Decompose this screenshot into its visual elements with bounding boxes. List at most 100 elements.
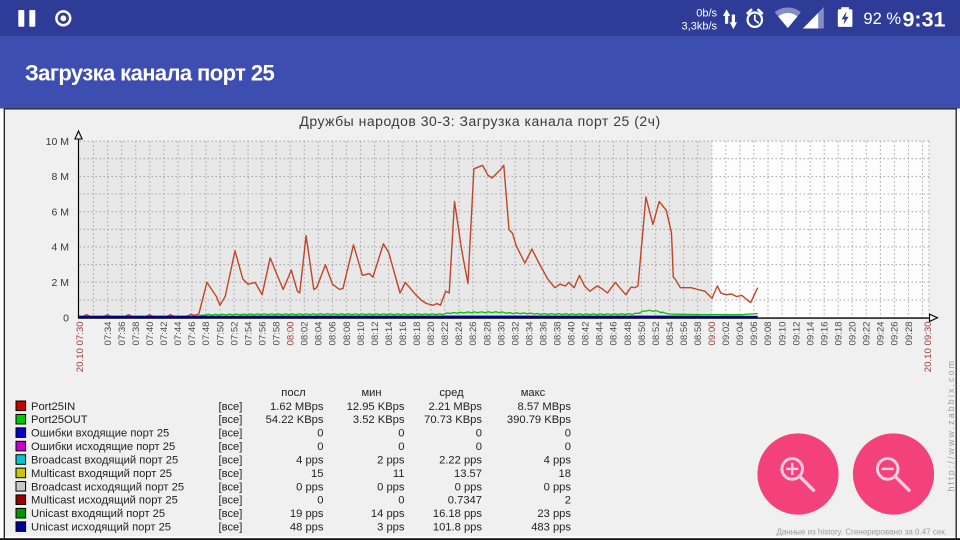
svg-text:0: 0 <box>317 428 323 440</box>
svg-text:Загрузка канала порт 25: Загрузка канала порт 25 <box>25 61 274 86</box>
svg-text:07:36: 07:36 <box>117 322 128 346</box>
svg-text:[все]: [все] <box>219 441 243 453</box>
svg-text:[все]: [все] <box>219 508 243 520</box>
svg-text:15: 15 <box>311 468 323 480</box>
svg-text:07:58: 07:58 <box>272 322 283 346</box>
svg-text:09:20: 09:20 <box>848 322 859 346</box>
svg-text:101.8 pps: 101.8 pps <box>433 522 483 534</box>
svg-text:07:40: 07:40 <box>145 322 156 346</box>
svg-text:8 M: 8 M <box>51 171 69 183</box>
svg-text:09:12: 09:12 <box>791 322 802 346</box>
svg-text:70.73 KBps: 70.73 KBps <box>424 414 482 426</box>
svg-text:08:26: 08:26 <box>468 322 479 346</box>
svg-text:08:50: 08:50 <box>637 322 648 346</box>
svg-text:2: 2 <box>565 495 571 507</box>
svg-text:08:40: 08:40 <box>567 322 578 346</box>
svg-text:07:52: 07:52 <box>229 322 240 346</box>
svg-text:07:48: 07:48 <box>201 322 212 346</box>
svg-text:0: 0 <box>476 441 482 453</box>
svg-text:0: 0 <box>565 428 571 440</box>
svg-text:09:24: 09:24 <box>876 321 887 346</box>
svg-text:[все]: [все] <box>219 495 243 507</box>
svg-text:6 M: 6 M <box>51 207 69 219</box>
svg-text:1.62 MBps: 1.62 MBps <box>270 401 324 413</box>
svg-text:07:42: 07:42 <box>159 322 170 346</box>
svg-text:08:22: 08:22 <box>440 322 451 346</box>
svg-text:Ошибки входящие порт 25: Ошибки входящие порт 25 <box>31 428 169 440</box>
svg-text:09:22: 09:22 <box>862 322 873 346</box>
svg-text:07:38: 07:38 <box>131 322 142 346</box>
svg-text:92 %: 92 % <box>863 10 901 28</box>
svg-text:мин: мин <box>361 387 381 399</box>
svg-text:08:14: 08:14 <box>384 321 395 346</box>
svg-text:Unicast входящий порт 25: Unicast входящий порт 25 <box>31 508 165 520</box>
svg-text:2.22 pps: 2.22 pps <box>439 455 482 467</box>
svg-text:2 pps: 2 pps <box>377 455 405 467</box>
svg-text:07:50: 07:50 <box>215 322 226 346</box>
svg-text:11: 11 <box>393 468 405 480</box>
svg-text:Ошибки исходящие порт 25: Ошибки исходящие порт 25 <box>31 441 175 453</box>
svg-text:0: 0 <box>476 428 482 440</box>
svg-text:[все]: [все] <box>219 481 243 493</box>
svg-text:9:31: 9:31 <box>902 8 945 32</box>
svg-text:23 pps: 23 pps <box>537 508 571 520</box>
svg-text:4 pps: 4 pps <box>296 455 324 467</box>
svg-text:Port25IN: Port25IN <box>31 401 75 413</box>
svg-text:0b/s: 0b/s <box>696 8 717 20</box>
svg-text:08:46: 08:46 <box>609 322 620 346</box>
svg-text:08:00: 08:00 <box>286 322 297 346</box>
svg-text:08:24: 08:24 <box>454 321 465 346</box>
svg-text:19 pps: 19 pps <box>290 508 324 520</box>
svg-text:07:54: 07:54 <box>243 321 254 346</box>
svg-text:08:36: 08:36 <box>539 322 550 346</box>
svg-text:посл: посл <box>281 387 305 399</box>
svg-text:08:34: 08:34 <box>524 321 535 346</box>
svg-text:20.10 09:30: 20.10 09:30 <box>923 322 934 373</box>
svg-text:48 pps: 48 pps <box>290 522 324 534</box>
svg-text:3 pps: 3 pps <box>377 522 405 534</box>
svg-text:0: 0 <box>398 495 404 507</box>
svg-text:08:08: 08:08 <box>342 322 353 346</box>
svg-text:16.18 pps: 16.18 pps <box>433 508 483 520</box>
svg-text:2 M: 2 M <box>51 277 69 289</box>
svg-text:Broadcast исходящий порт 25: Broadcast исходящий порт 25 <box>31 481 184 493</box>
svg-text:4 pps: 4 pps <box>544 455 572 467</box>
svg-text:08:18: 08:18 <box>412 322 423 346</box>
svg-text:[все]: [все] <box>219 428 243 440</box>
svg-text:[все]: [все] <box>219 455 243 467</box>
svg-text:8.57 MBps: 8.57 MBps <box>518 401 572 413</box>
svg-text:0: 0 <box>565 441 571 453</box>
svg-text:08:38: 08:38 <box>553 322 564 346</box>
svg-text:0 pps: 0 pps <box>455 481 483 493</box>
svg-text:08:58: 08:58 <box>693 322 704 346</box>
svg-text:[все]: [все] <box>219 414 243 426</box>
svg-text:08:48: 08:48 <box>623 322 634 346</box>
svg-text:0: 0 <box>398 441 404 453</box>
svg-text:09:00: 09:00 <box>707 322 718 346</box>
svg-text:08:30: 08:30 <box>496 322 507 346</box>
svg-text:0: 0 <box>317 495 323 507</box>
svg-text:0 pps: 0 pps <box>296 481 324 493</box>
svg-text:09:02: 09:02 <box>721 322 732 346</box>
svg-text:09:04: 09:04 <box>735 321 746 346</box>
svg-text:07:56: 07:56 <box>257 322 268 346</box>
svg-text:Port25OUT: Port25OUT <box>31 414 88 426</box>
svg-text:08:28: 08:28 <box>482 322 493 346</box>
svg-text:10 M: 10 M <box>46 136 69 148</box>
svg-text:макс: макс <box>521 387 546 399</box>
svg-text:54.22 KBps: 54.22 KBps <box>266 414 324 426</box>
svg-text:08:20: 08:20 <box>426 322 437 346</box>
svg-text:08:32: 08:32 <box>510 322 521 346</box>
svg-text:20.10 07:30: 20.10 07:30 <box>75 322 86 373</box>
svg-text:483 pps: 483 pps <box>531 522 571 534</box>
svg-text:Дружбы народов 30-3: Загрузка: Дружбы народов 30-3: Загрузка канала пор… <box>299 113 660 129</box>
svg-text:0 pps: 0 pps <box>377 481 405 493</box>
svg-text:09:14: 09:14 <box>805 321 816 346</box>
svg-text:09:26: 09:26 <box>890 322 901 346</box>
svg-text:390.79 KBps: 390.79 KBps <box>507 414 571 426</box>
svg-text:08:56: 08:56 <box>679 322 690 346</box>
svg-text:[все]: [все] <box>219 468 243 480</box>
svg-text:Multicast исходящий порт 25: Multicast исходящий порт 25 <box>31 495 178 507</box>
svg-text:07:44: 07:44 <box>173 321 184 346</box>
svg-text:14 pps: 14 pps <box>371 508 405 520</box>
